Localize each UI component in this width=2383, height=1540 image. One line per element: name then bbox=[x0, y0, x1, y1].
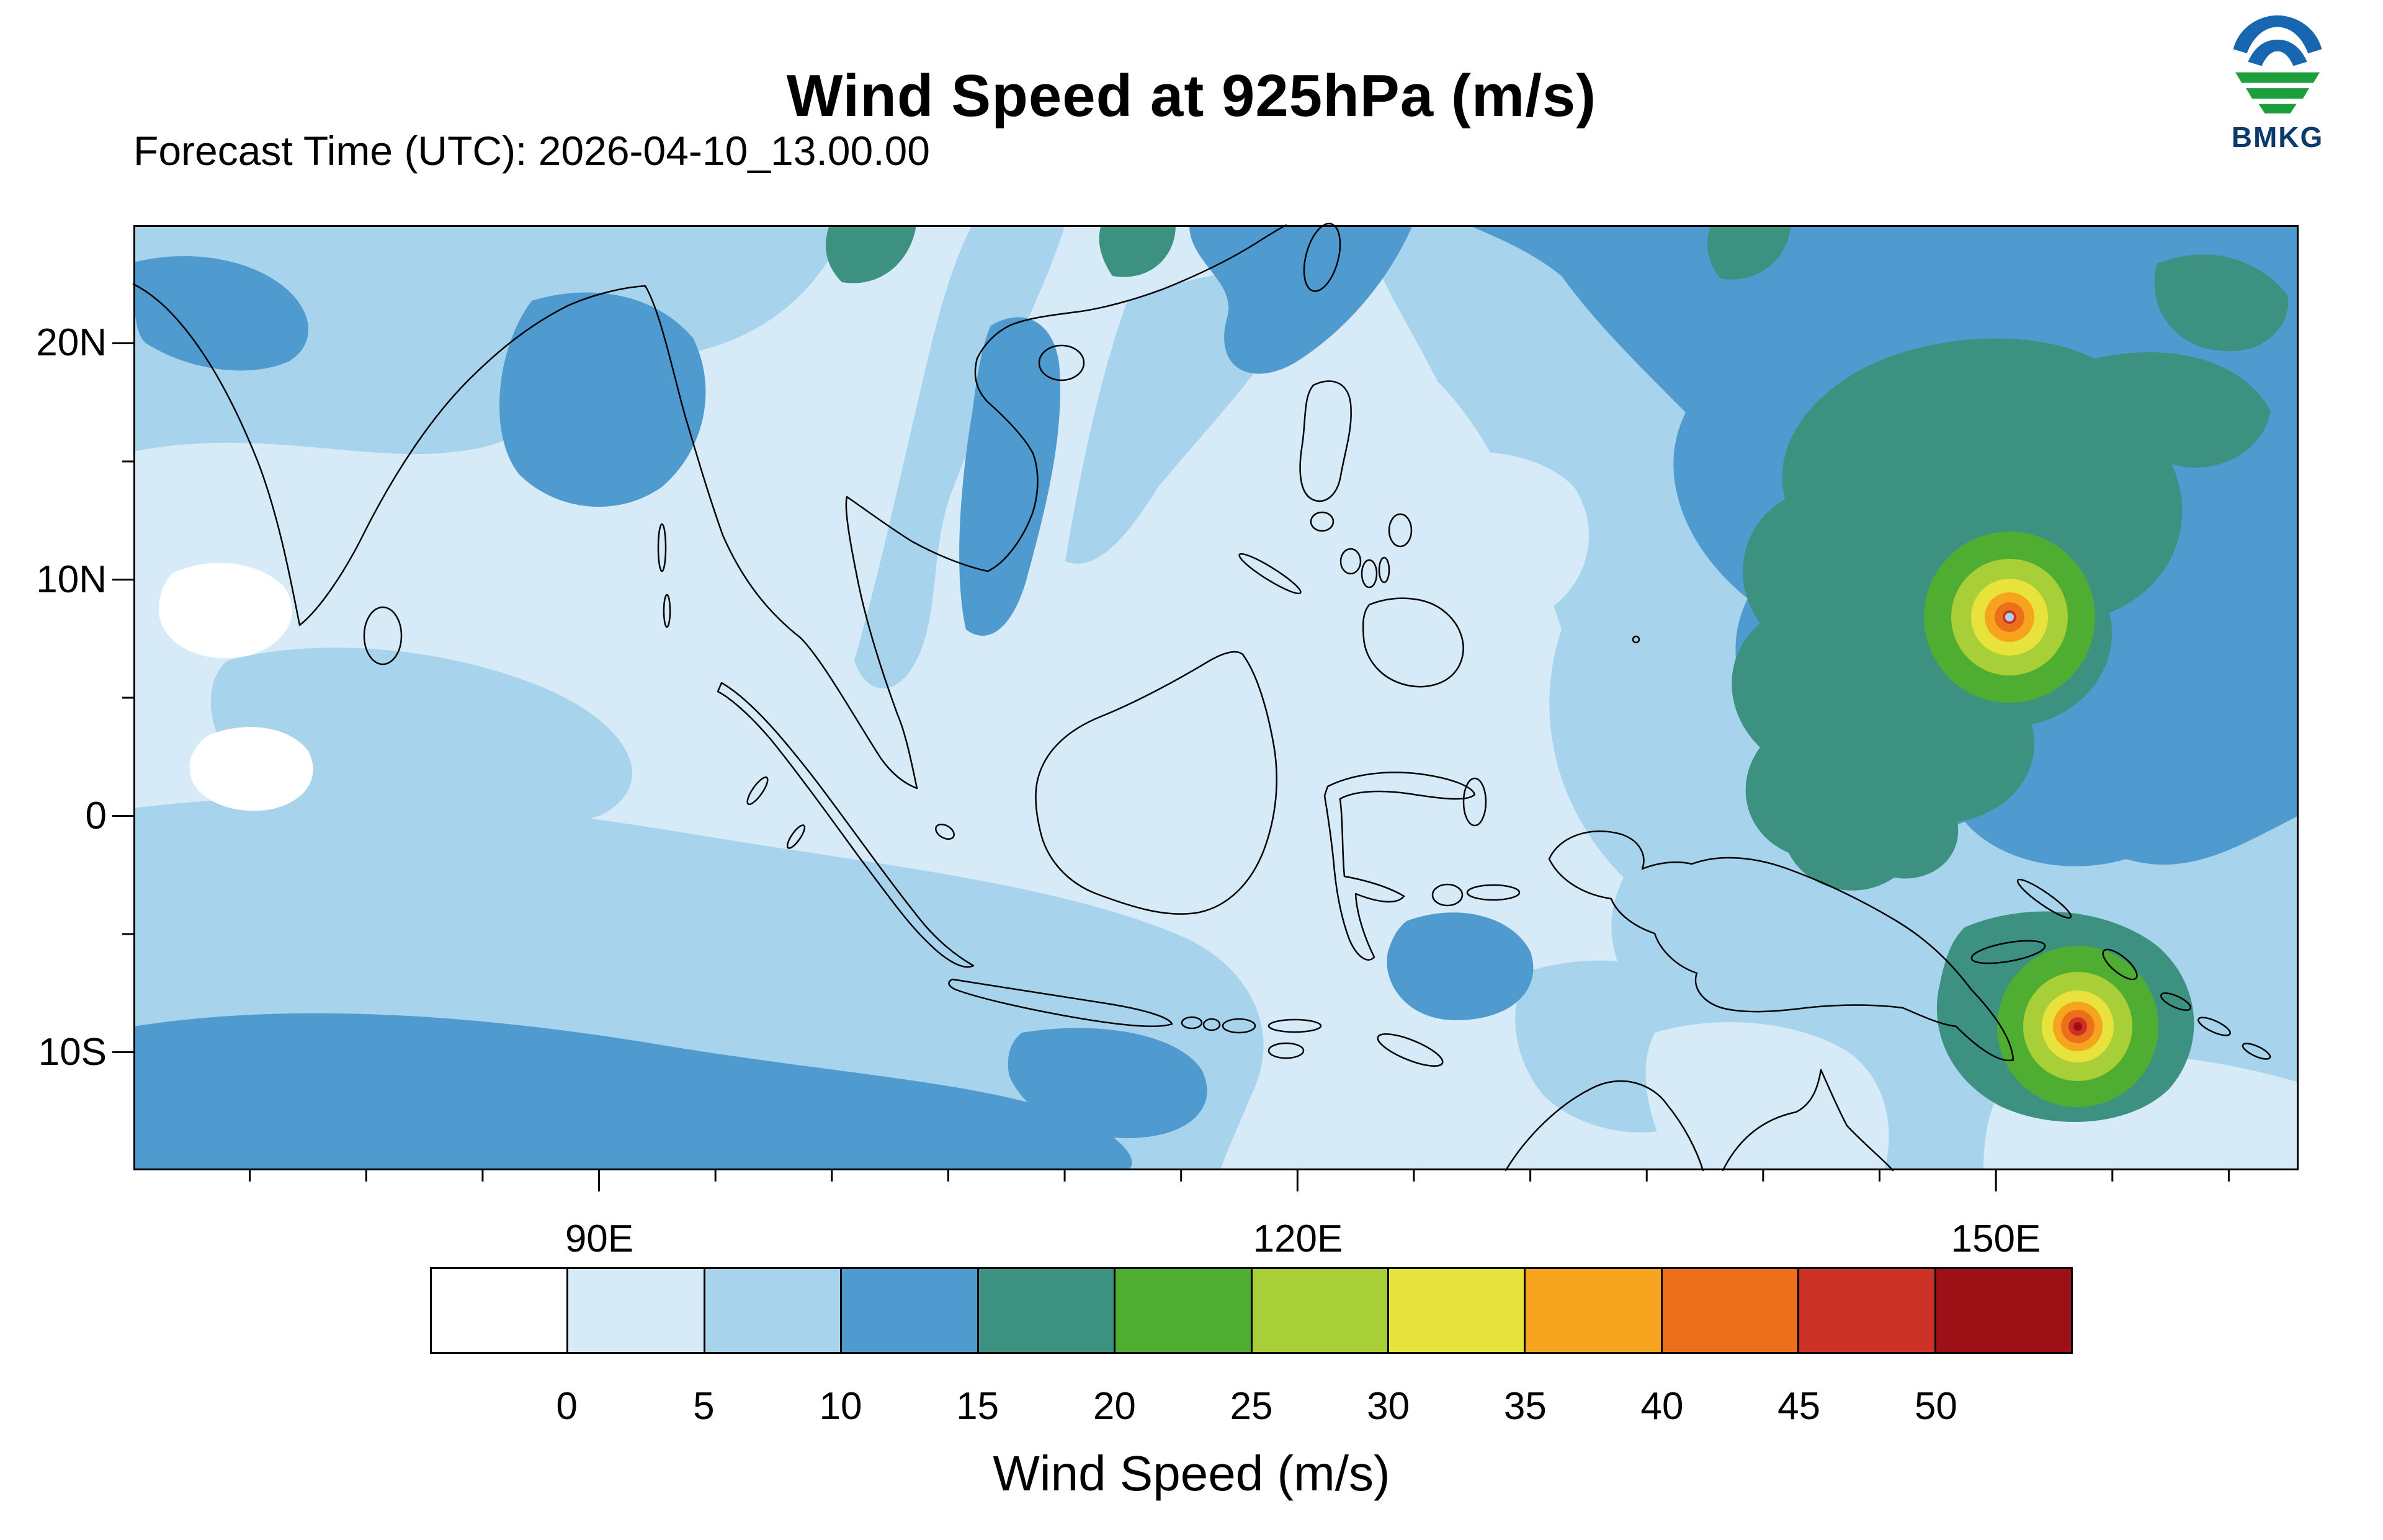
colorbar-cell bbox=[842, 1269, 979, 1352]
colorbar-tick-label: 40 bbox=[1640, 1385, 1684, 1428]
colorbar-tick-label: 30 bbox=[1367, 1385, 1410, 1428]
colorbar-labels: 0 5 10 15 20 25 30 35 40 45 50 bbox=[430, 1384, 2073, 1429]
colorbar-cell bbox=[1115, 1269, 1253, 1352]
axis-ticks bbox=[112, 342, 2230, 1191]
lat-tick-label-20n: 20N bbox=[36, 321, 107, 364]
lon-tick-label-90e: 90E bbox=[565, 1217, 634, 1260]
page-title: Wind Speed at 925hPa (m/s) bbox=[786, 63, 1597, 130]
colorbar-tick-label: 0 bbox=[556, 1385, 578, 1428]
lat-tick-label-10n: 10N bbox=[36, 558, 107, 601]
colorbar-cell bbox=[1526, 1269, 1663, 1352]
colorbar-cell bbox=[705, 1269, 843, 1352]
colorbar-cell bbox=[1252, 1269, 1389, 1352]
colorbar-cell bbox=[1936, 1269, 2072, 1352]
colorbar-tick-label: 35 bbox=[1503, 1385, 1547, 1428]
forecast-time-label: Forecast Time (UTC): 2026-04-10_13.00.00 bbox=[133, 128, 930, 174]
bmkg-logo: BMKG bbox=[2215, 11, 2340, 154]
colorbar-cell bbox=[1799, 1269, 1936, 1352]
colorbar bbox=[430, 1267, 2073, 1354]
colorbar-cell bbox=[568, 1269, 705, 1352]
coastlines-layer bbox=[132, 223, 2271, 1172]
lon-tick-label-120e: 120E bbox=[1253, 1217, 1343, 1260]
colorbar-tick-label: 5 bbox=[693, 1385, 715, 1428]
cyclone-north bbox=[1924, 532, 2095, 703]
colorbar-cell bbox=[1662, 1269, 1800, 1352]
cyclone-south bbox=[1997, 946, 2158, 1107]
lat-tick-label-10s: 10S bbox=[38, 1031, 107, 1074]
bmkg-logo-text: BMKG bbox=[2231, 121, 2324, 153]
bmkg-logo-icon bbox=[2233, 15, 2322, 113]
lon-tick-label-150e: 150E bbox=[1951, 1217, 2041, 1260]
colorbar-title: Wind Speed (m/s) bbox=[993, 1446, 1390, 1501]
map-frame bbox=[133, 225, 2299, 1170]
colorbar-tick-label: 20 bbox=[1093, 1385, 1136, 1428]
colorbar-tick-label: 45 bbox=[1777, 1385, 1821, 1428]
colorbar-tick-label: 25 bbox=[1230, 1385, 1273, 1428]
wind-speed-map bbox=[112, 223, 2299, 1191]
contour-fill-layer bbox=[133, 225, 2299, 1170]
colorbar-cell bbox=[432, 1269, 569, 1352]
colorbar-cell bbox=[1388, 1269, 1526, 1352]
cyclone-north-eye bbox=[2005, 613, 2014, 621]
colorbar-tick-label: 15 bbox=[956, 1385, 999, 1428]
colorbar-cell bbox=[978, 1269, 1116, 1352]
lat-tick-label-0: 0 bbox=[85, 794, 107, 837]
colorbar-tick-label: 10 bbox=[819, 1385, 862, 1428]
colorbar-tick-label: 50 bbox=[1914, 1385, 1957, 1428]
